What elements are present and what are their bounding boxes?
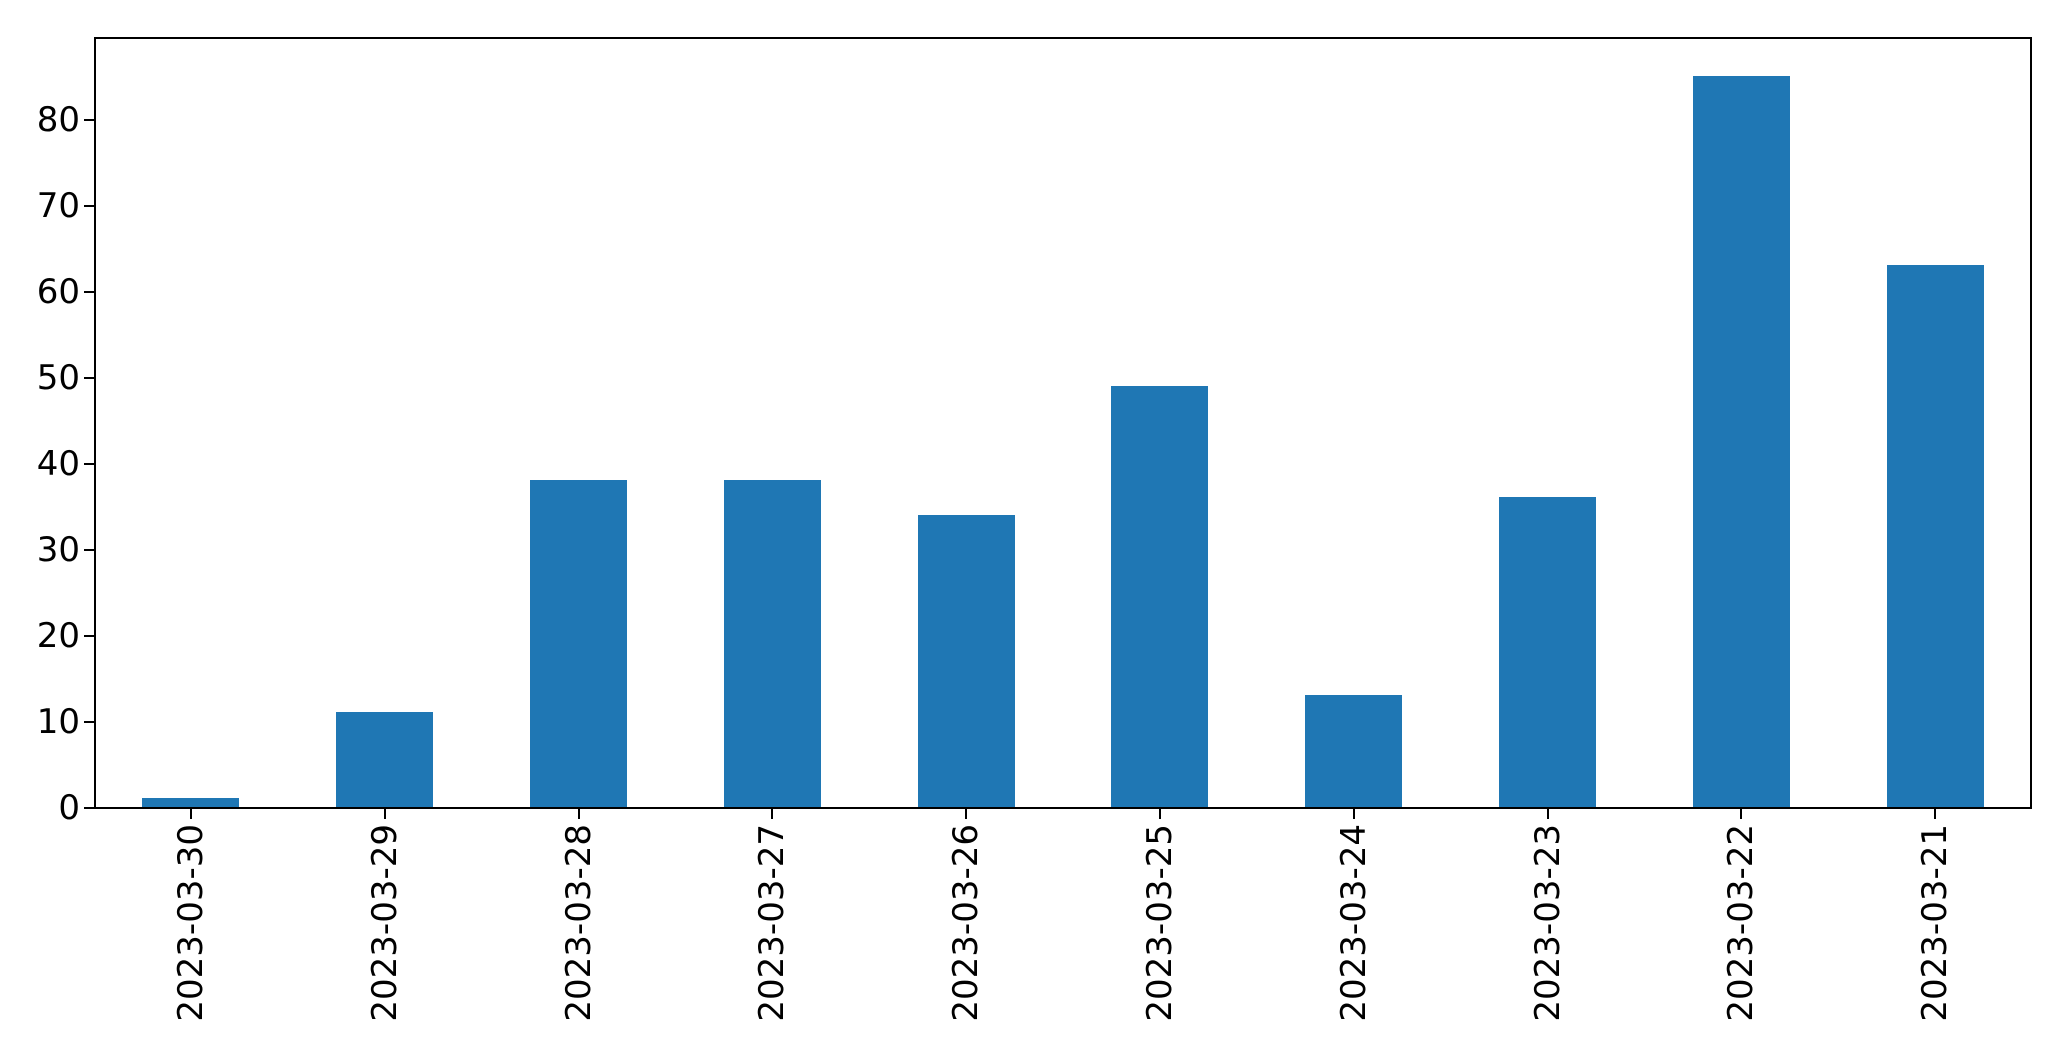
- x-tick-label: 2023-03-26: [946, 824, 986, 1022]
- y-tick-label: 50: [36, 358, 80, 398]
- x-axis-tick: [1353, 809, 1355, 819]
- x-tick-label: 2023-03-30: [171, 824, 211, 1022]
- bar-2023-03-28: [530, 480, 627, 807]
- x-tick-label: 2023-03-24: [1334, 824, 1374, 1022]
- x-axis-tick: [771, 809, 773, 819]
- x-axis-tick: [1934, 809, 1936, 819]
- x-tick-label: 2023-03-27: [752, 824, 792, 1022]
- x-tick-label-slot: 2023-03-30: [170, 824, 212, 1022]
- y-tick-label: 0: [58, 788, 80, 828]
- bar-2023-03-25: [1111, 386, 1208, 807]
- x-tick-label-slot: 2023-03-25: [1139, 824, 1181, 1022]
- bar-2023-03-21: [1887, 265, 1984, 807]
- bar-2023-03-30: [142, 798, 239, 807]
- x-axis-tick: [1159, 809, 1161, 819]
- plot-area: [94, 37, 2032, 809]
- y-axis-tick: [84, 205, 94, 207]
- x-axis-tick: [578, 809, 580, 819]
- y-axis-tick: [84, 807, 94, 809]
- bar-2023-03-24: [1305, 695, 1402, 807]
- x-axis-tick: [965, 809, 967, 819]
- x-axis-tick: [384, 809, 386, 819]
- x-tick-label: 2023-03-29: [365, 824, 405, 1022]
- x-tick-label-slot: 2023-03-24: [1333, 824, 1375, 1022]
- x-axis-tick: [1740, 809, 1742, 819]
- x-tick-label-slot: 2023-03-23: [1527, 824, 1569, 1022]
- x-tick-label-slot: 2023-03-29: [364, 824, 406, 1022]
- x-axis-tick: [1547, 809, 1549, 819]
- y-axis-tick: [84, 549, 94, 551]
- x-tick-label: 2023-03-28: [559, 824, 599, 1022]
- x-tick-label: 2023-03-25: [1140, 824, 1180, 1022]
- x-tick-label-slot: 2023-03-28: [558, 824, 600, 1022]
- bar-2023-03-26: [918, 515, 1015, 807]
- y-tick-label: 60: [36, 272, 80, 312]
- x-tick-label: 2023-03-21: [1915, 824, 1955, 1022]
- x-tick-label-slot: 2023-03-26: [945, 824, 987, 1022]
- y-tick-label: 70: [36, 186, 80, 226]
- bar-2023-03-23: [1499, 497, 1596, 807]
- y-tick-label: 20: [36, 616, 80, 656]
- y-tick-label: 80: [36, 100, 80, 140]
- y-tick-label: 10: [36, 702, 80, 742]
- x-axis-tick: [190, 809, 192, 819]
- bar-2023-03-27: [724, 480, 821, 807]
- x-tick-label: 2023-03-22: [1721, 824, 1761, 1022]
- y-axis-tick: [84, 291, 94, 293]
- y-axis-tick: [84, 635, 94, 637]
- x-tick-label-slot: 2023-03-22: [1720, 824, 1762, 1022]
- y-axis-tick: [84, 377, 94, 379]
- y-axis-tick: [84, 119, 94, 121]
- x-tick-label: 2023-03-23: [1528, 824, 1568, 1022]
- x-tick-label-slot: 2023-03-27: [751, 824, 793, 1022]
- y-tick-label: 30: [36, 530, 80, 570]
- bar-2023-03-22: [1693, 76, 1790, 807]
- y-axis-tick: [84, 721, 94, 723]
- bar-2023-03-29: [336, 712, 433, 807]
- x-tick-label-slot: 2023-03-21: [1914, 824, 1956, 1022]
- y-tick-label: 40: [36, 444, 80, 484]
- y-axis-tick: [84, 463, 94, 465]
